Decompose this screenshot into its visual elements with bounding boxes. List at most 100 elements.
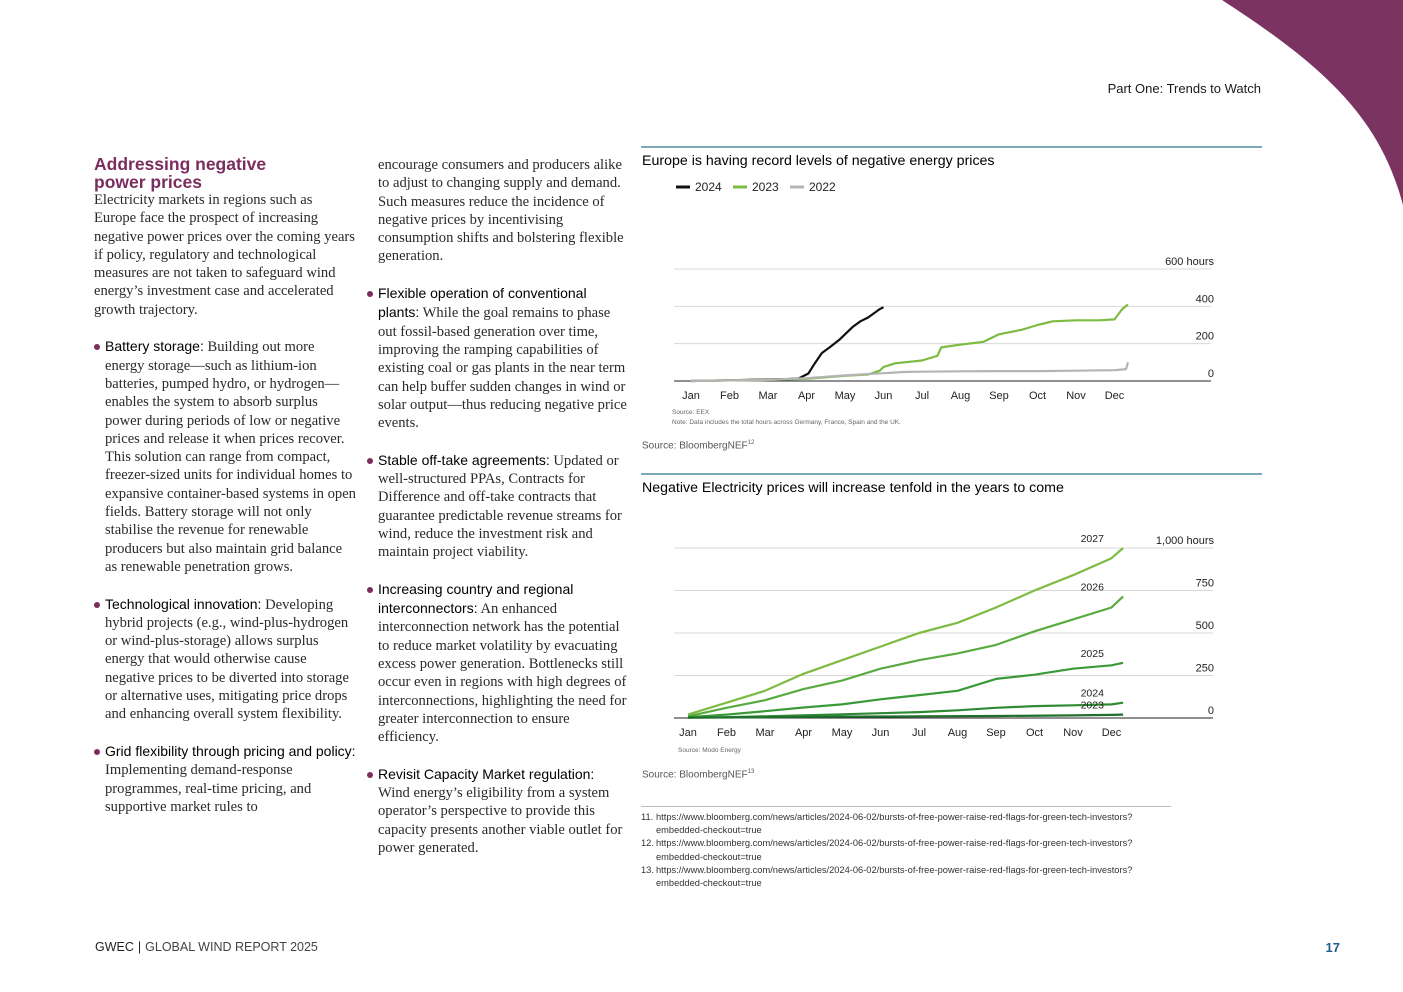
right-column: encourage consumers and producers alike …: [367, 156, 629, 857]
x-tick-label: Sep: [989, 390, 1009, 402]
x-tick-label: Nov: [1066, 390, 1086, 402]
bullet-dot: [94, 601, 100, 608]
series-line: [687, 661, 1124, 719]
x-tick-label: Dec: [1102, 727, 1122, 739]
chart-source-ref: 13: [747, 769, 755, 775]
chart-source-note: Source: EEX: [672, 409, 710, 416]
bullet-text: While the goal remains to phase out foss…: [378, 305, 627, 432]
x-tick-label: Oct: [1029, 390, 1046, 402]
chart-top-rule: [641, 473, 1262, 475]
y-tick-label: 500: [1196, 620, 1214, 632]
bullet-text: Building out more energy storage—such as…: [105, 339, 356, 575]
footnote-link[interactable]: https://www.bloomberg.com/news/articles/…: [656, 864, 1133, 889]
bullet-heading: Stable off-take agreements:: [378, 451, 550, 468]
chart-title: Europe is having record levels of negati…: [642, 153, 995, 169]
bullet-text: Updated or well-structured PPAs, Contrac…: [378, 452, 622, 561]
chart-top-rule: [641, 146, 1262, 148]
bullet-dot: [367, 457, 373, 464]
footer-separator: |: [137, 940, 142, 954]
footnote: 11. https://www.bloomberg.com/news/articl…: [641, 811, 1171, 837]
y-tick-label: 0: [1208, 705, 1214, 717]
series-end-label: 2027: [1081, 533, 1105, 545]
footnote-link[interactable]: https://www.bloomberg.com/news/articles/…: [656, 812, 1133, 836]
x-tick-label: Mar: [756, 727, 775, 739]
footnote-number: 13.: [641, 864, 654, 875]
bullet-heading: Technological innovation:: [105, 595, 262, 612]
bullet-text: Implementing demand-response programmes,…: [105, 762, 312, 815]
y-tick-label: 1,000 hours: [1156, 535, 1215, 547]
series-end-label: 2025: [1081, 648, 1105, 660]
footer: GWEC | GLOBAL WIND REPORT 2025: [95, 940, 318, 954]
bullet-heading: Flexible operation of conventional plant…: [378, 285, 587, 321]
y-tick-label: 750: [1196, 578, 1214, 590]
x-tick-label: May: [835, 390, 856, 402]
x-tick-label: Aug: [948, 727, 968, 739]
x-tick-label: Mar: [759, 390, 778, 402]
x-tick-label: Sep: [986, 727, 1006, 739]
y-tick-label: 200: [1196, 331, 1214, 343]
x-tick-label: Jun: [875, 390, 893, 402]
bullet-item: Technological innovation: Developing hyb…: [94, 595, 356, 724]
bullet-heading: Grid flexibility through pricing and pol…: [105, 742, 356, 759]
legend-label: 2024: [695, 180, 722, 194]
bullet-dot: [94, 748, 100, 755]
x-tick-label: Jul: [912, 727, 926, 739]
footer-report-title: GLOBAL WIND REPORT 2025: [145, 940, 318, 954]
chart-source: Source: BloombergNEF13: [642, 769, 754, 780]
x-tick-label: Jan: [682, 390, 700, 402]
bullet-item: Flexible operation of conventional plant…: [367, 284, 629, 432]
bullet-heading: Revisit Capacity Market regulation:: [378, 765, 595, 782]
footnotes: 11. https://www.bloomberg.com/news/articl…: [641, 806, 1171, 890]
chart-forecast: Negative Electricity prices will increas…: [641, 473, 1262, 785]
bullet-heading: Battery storage:: [105, 338, 204, 355]
section-label: Part One: Trends to Watch: [1107, 81, 1261, 96]
y-tick-label: 600 hours: [1165, 256, 1214, 268]
series-line: [687, 547, 1124, 716]
footer-org: GWEC: [95, 940, 134, 954]
section-title-line-2: power prices: [94, 172, 202, 192]
x-tick-label: Feb: [720, 390, 739, 402]
series-line: [690, 303, 1129, 383]
footnote: 13. https://www.bloomberg.com/news/articl…: [641, 864, 1171, 890]
bullet-dot: [367, 771, 373, 778]
bullet-item: Stable off-take agreements: Updated or w…: [367, 451, 629, 562]
x-tick-label: Jan: [679, 727, 697, 739]
bullet-text: An enhanced interconnection network has …: [378, 601, 627, 746]
chart-source-text: Source: BloombergNEF: [642, 440, 748, 452]
x-tick-label: Feb: [717, 727, 736, 739]
footnote-number: 12.: [641, 838, 654, 849]
chart-title: Negative Electricity prices will increas…: [642, 480, 1064, 496]
chart-2-svg: 0 250 500 750 1,000 hours Jan Feb Mar Apr May Jun J…: [674, 533, 1215, 739]
bullet-item: Revisit Capacity Market regulation: Wind…: [367, 765, 629, 857]
chart-source-note: Source: Modo Energy: [678, 747, 741, 754]
series-line: [687, 595, 1124, 718]
series-end-label: 2023: [1081, 700, 1105, 712]
x-tick-label: Jul: [915, 390, 929, 402]
y-tick-label: 250: [1196, 663, 1214, 675]
footnote: 12. https://www.bloomberg.com/news/articl…: [641, 837, 1171, 863]
chart-negative-prices: Europe is having record levels of negati…: [641, 146, 1262, 456]
series-line: [687, 713, 1124, 719]
series-end-label: 2024: [1081, 688, 1105, 700]
bullet-text: Developing hybrid projects (e.g., wind-p…: [105, 596, 349, 723]
section-title: Addressing negative power prices: [94, 155, 356, 191]
x-tick-label: Jun: [872, 727, 890, 739]
chart-source-ref: 12: [747, 440, 755, 446]
footnote-link[interactable]: https://www.bloomberg.com/news/articles/…: [656, 838, 1133, 862]
bullet-item: Increasing country and regional intercon…: [367, 580, 629, 747]
bullet-item: Grid flexibility through pricing and pol…: [94, 742, 356, 816]
x-tick-label: Apr: [798, 390, 815, 402]
series-end-label: 2026: [1081, 581, 1105, 593]
section-title-line-1: Addressing negative: [94, 154, 267, 174]
legend-label: 2022: [809, 180, 836, 194]
chart-source: Source: BloombergNEF12: [642, 440, 754, 451]
series-line: [690, 362, 1130, 383]
intro-paragraph: Electricity markets in regions such as E…: [94, 192, 355, 318]
x-tick-label: Nov: [1063, 727, 1083, 739]
chart-source-text: Source: BloombergNEF: [642, 769, 748, 781]
chart-note: Note: Data includes the total hours acro…: [672, 419, 901, 426]
footnote-number: 11.: [641, 812, 654, 822]
bullet-text: Wind energy’s eligibility from a system …: [378, 785, 623, 856]
bullet-dot: [94, 344, 100, 351]
x-tick-label: Oct: [1026, 727, 1043, 739]
